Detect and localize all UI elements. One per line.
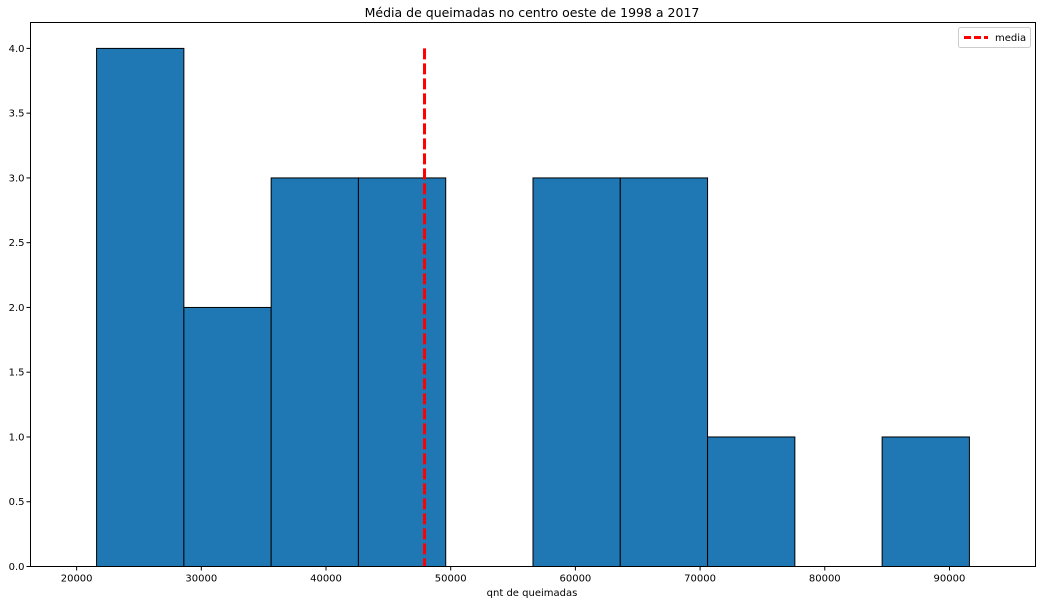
histogram-bar-8 — [707, 436, 796, 567]
x-tick-label-90000: 90000 — [934, 574, 966, 585]
legend: media — [958, 27, 1031, 48]
legend-entry-media: media — [995, 33, 1026, 44]
x-axis-ticks: 20000 30000 40000 50000 60000 70000 80000 90000 — [61, 566, 966, 585]
histogram-bar-4 — [357, 177, 447, 568]
y-tick-label-2-5: 2.5 — [9, 238, 25, 249]
histogram-bar-3 — [270, 177, 359, 568]
bars-layer — [96, 47, 970, 568]
histogram-bar-1 — [96, 47, 185, 567]
x-tick-label-80000: 80000 — [809, 574, 841, 585]
histogram-bar-7 — [619, 177, 709, 568]
y-tick-label-0: 0.0 — [9, 562, 25, 573]
chart-title: Média de queimadas no centro oeste de 19… — [365, 5, 700, 20]
x-tick-label-70000: 70000 — [684, 574, 716, 585]
y-tick-label-3-5: 3.5 — [9, 109, 25, 120]
x-tick-label-40000: 40000 — [310, 574, 342, 585]
legend-box — [958, 27, 1031, 48]
y-tick-label-1-5: 1.5 — [9, 368, 25, 379]
histogram-bar-10 — [881, 436, 970, 567]
y-tick-label-0-5: 0.5 — [9, 497, 25, 508]
x-tick-label-60000: 60000 — [559, 574, 591, 585]
x-tick-label-30000: 30000 — [185, 574, 217, 585]
x-tick-label-20000: 20000 — [61, 574, 93, 585]
x-tick-label-50000: 50000 — [435, 574, 467, 585]
y-tick-label-4: 4.0 — [9, 44, 25, 55]
y-axis-ticks: 0.0 0.5 1.0 1.5 2.0 2.5 3.0 3.5 4.0 — [9, 44, 31, 573]
x-axis-label: qnt de queimadas — [487, 588, 578, 599]
y-tick-label-1: 1.0 — [9, 432, 25, 443]
histogram-bar-2 — [183, 306, 272, 567]
plot-frame — [30, 22, 1036, 567]
histogram-bar-6 — [532, 177, 621, 568]
y-tick-label-2: 2.0 — [9, 303, 25, 314]
y-tick-label-3: 3.0 — [9, 173, 25, 184]
